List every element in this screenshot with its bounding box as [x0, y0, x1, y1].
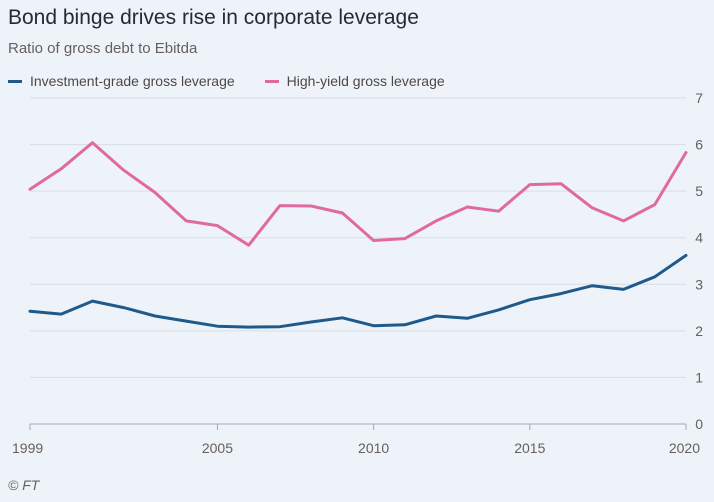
legend-swatch-investment-grade: [8, 79, 22, 83]
series-line-high-yield: [28, 141, 688, 247]
y-tick-label-0: 0: [695, 416, 703, 432]
y-tick-label-4: 4: [695, 230, 703, 246]
y-tick-label-5: 5: [695, 183, 703, 199]
y-tick-label-6: 6: [695, 137, 703, 153]
legend-item-high-yield: High-yield gross leverage: [264, 73, 445, 89]
x-tick-label-2015: 2015: [514, 440, 545, 456]
legend-label-high-yield: High-yield gross leverage: [286, 73, 445, 89]
series-line-investment-grade: [28, 253, 688, 329]
y-tick-label-3: 3: [695, 276, 703, 292]
legend-swatch-high-yield: [264, 79, 279, 83]
legend-label-investment-grade: Investment-grade gross leverage: [30, 73, 235, 89]
y-tick-label-7: 7: [695, 90, 703, 106]
x-tick-label-2020: 2020: [669, 440, 700, 456]
x-tick-label-2010: 2010: [358, 440, 389, 456]
legend: Investment-grade gross leverage High-yie…: [8, 73, 475, 89]
y-tick-label-2: 2: [695, 323, 703, 339]
chart-title: Bond binge drives rise in corporate leve…: [8, 6, 419, 29]
chart-subtitle: Ratio of gross debt to Ebitda: [8, 40, 198, 57]
y-tick-label-1: 1: [695, 369, 703, 385]
source-credit: © FT: [8, 477, 40, 493]
x-tick-label-2005: 2005: [202, 440, 233, 456]
legend-item-investment-grade: Investment-grade gross leverage: [8, 73, 235, 89]
x-tick-label-1999: 1999: [12, 440, 43, 456]
